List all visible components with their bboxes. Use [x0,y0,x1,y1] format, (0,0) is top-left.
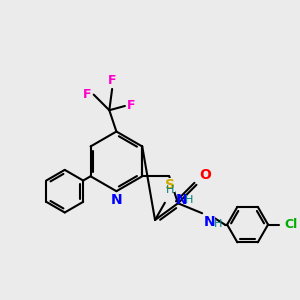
Text: Cl: Cl [284,218,298,231]
Text: N: N [204,215,215,229]
Text: F: F [127,100,136,112]
Text: S: S [165,178,175,192]
Text: H: H [166,185,174,195]
Text: F: F [83,88,92,101]
Text: H: H [185,196,194,206]
Text: F: F [108,74,116,87]
Text: H: H [214,220,222,230]
Text: O: O [199,168,211,182]
Text: N: N [176,194,187,208]
Text: N: N [111,194,122,208]
